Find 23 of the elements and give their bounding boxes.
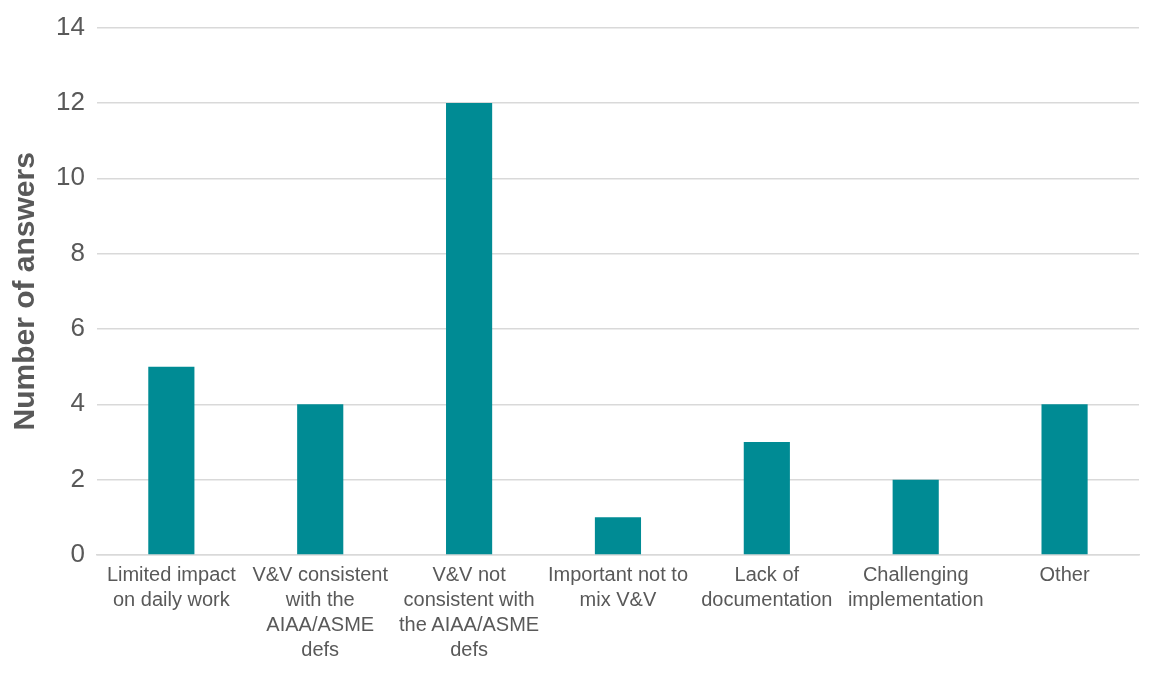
y-tick-label: 10 (56, 161, 85, 192)
y-tick-label: 6 (70, 312, 85, 343)
bar (594, 517, 642, 555)
bar (1041, 404, 1088, 555)
y-axis-title: Number of answers (7, 152, 41, 431)
y-tick-label: 8 (70, 236, 85, 267)
bar (148, 366, 195, 555)
y-tick-label: 0 (70, 538, 85, 569)
y-tick-label: 12 (56, 86, 85, 117)
y-tick-label: 14 (56, 10, 85, 41)
bar (743, 441, 790, 555)
x-tick-label: Important not to mix V&V (547, 563, 688, 611)
x-tick-label: Other (1039, 563, 1090, 586)
x-tick-label: Limited impact on daily work (106, 563, 237, 611)
x-tick-label: V&V not consistent with the AIAA/ASME defs (399, 563, 540, 661)
y-tick-label: 4 (70, 387, 85, 418)
x-tick-label: V&V consistent with the AIAA/ASME defs (252, 563, 389, 661)
bar (446, 102, 493, 555)
y-tick-label: 2 (70, 462, 85, 493)
x-tick-label: Challenging implementation (847, 563, 984, 611)
x-tick-label: Lack of documentation (701, 563, 833, 611)
bar (892, 479, 939, 555)
bar (297, 404, 344, 555)
